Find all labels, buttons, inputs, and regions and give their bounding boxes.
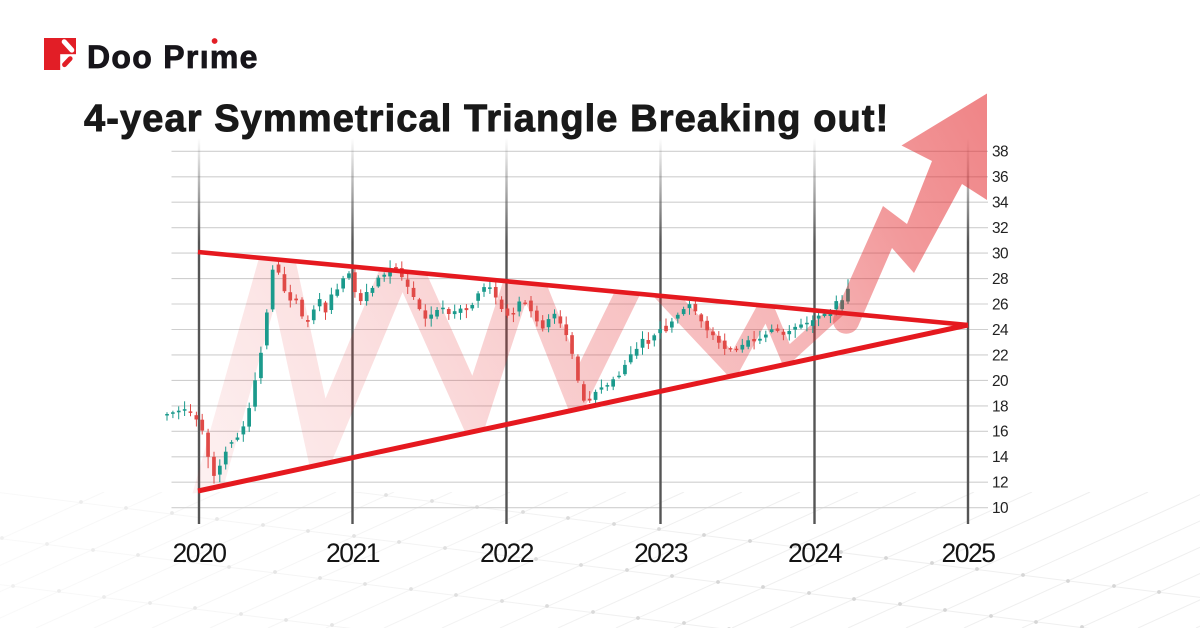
svg-text:2020: 2020 bbox=[173, 538, 227, 568]
svg-text:30: 30 bbox=[992, 246, 1008, 263]
svg-text:16: 16 bbox=[992, 424, 1008, 441]
svg-text:26: 26 bbox=[992, 296, 1008, 313]
svg-text:14: 14 bbox=[992, 449, 1009, 466]
svg-text:4-year Symmetrical Triangle Br: 4-year Symmetrical Triangle Breaking out… bbox=[84, 98, 889, 140]
svg-text:22: 22 bbox=[992, 347, 1008, 364]
svg-text:32: 32 bbox=[992, 220, 1008, 237]
svg-text:2023: 2023 bbox=[634, 538, 688, 568]
svg-text:Doo Prıme: Doo Prıme bbox=[87, 39, 259, 75]
svg-text:24: 24 bbox=[992, 322, 1009, 339]
svg-text:10: 10 bbox=[992, 500, 1008, 517]
svg-text:34: 34 bbox=[992, 195, 1009, 212]
svg-text:2022: 2022 bbox=[480, 538, 534, 568]
svg-text:20: 20 bbox=[992, 373, 1008, 390]
svg-text:2024: 2024 bbox=[788, 538, 842, 568]
svg-text:18: 18 bbox=[992, 398, 1008, 415]
svg-text:38: 38 bbox=[992, 144, 1008, 161]
svg-text:36: 36 bbox=[992, 169, 1008, 186]
svg-text:28: 28 bbox=[992, 271, 1008, 288]
svg-text:12: 12 bbox=[992, 475, 1008, 492]
svg-text:2025: 2025 bbox=[942, 538, 996, 568]
svg-text:2021: 2021 bbox=[326, 538, 380, 568]
